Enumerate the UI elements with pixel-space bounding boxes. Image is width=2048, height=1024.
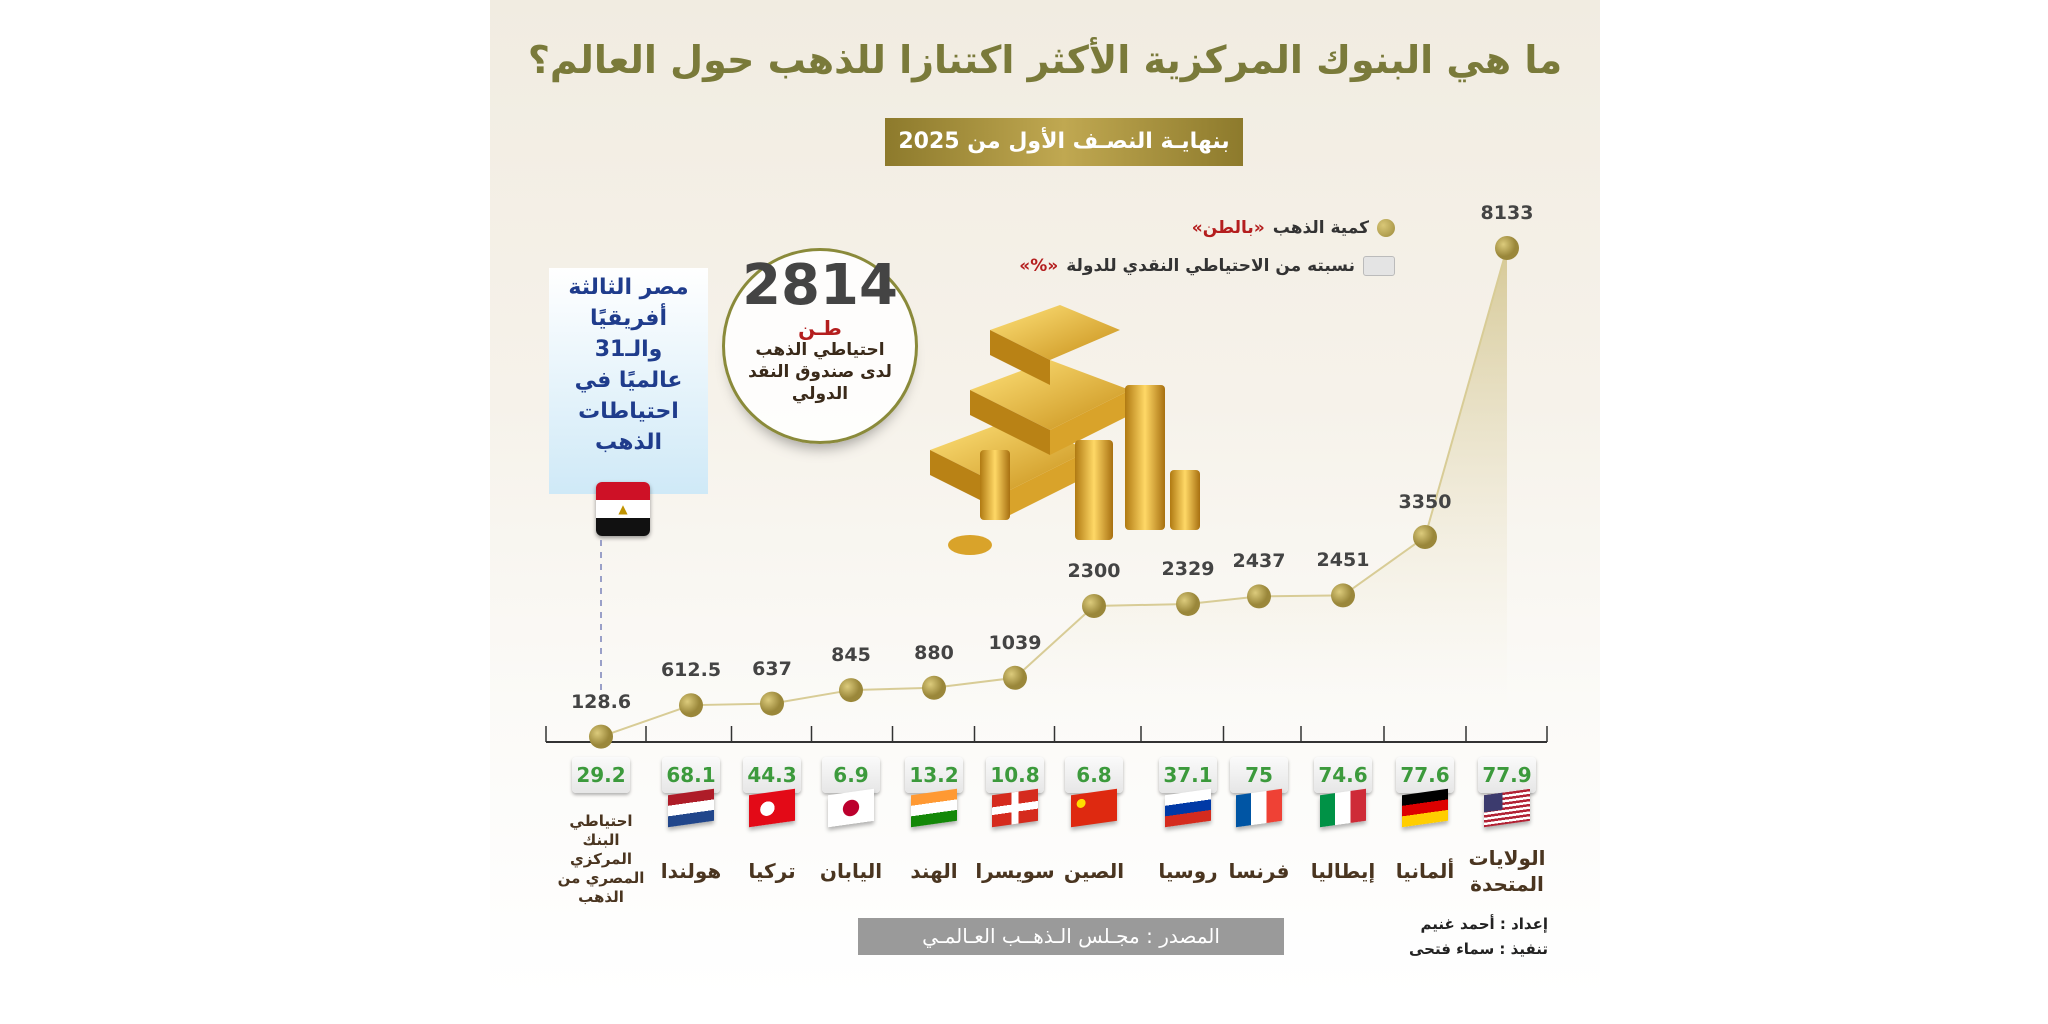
data-point [1082, 594, 1106, 618]
data-point [839, 678, 863, 703]
infographic: ما هي البنوك المركزية الأكثر اكتنازا للذ… [490, 0, 1600, 1000]
credit-prepared: إعداد : أحمد غنيم [1420, 915, 1549, 933]
legend-pct: نسبته من الاحتياطي النقدي للدولة «%» [1019, 256, 1395, 276]
legend-gold: كمية الذهب «بالطن» [1192, 218, 1395, 238]
data-point [1495, 236, 1519, 260]
pct-box-icon [1363, 256, 1395, 276]
egypt-flag-icon: ▲ [596, 482, 650, 536]
legend-gold-label: كمية الذهب [1272, 218, 1369, 238]
data-point [679, 693, 703, 718]
legend-pct-unit: «%» [1019, 256, 1059, 276]
area-fill [601, 248, 1507, 742]
egypt-line: عالميًا في [574, 368, 683, 393]
legend-pct-label: نسبته من الاحتياطي النقدي للدولة [1066, 256, 1355, 276]
gold-reserves-chart [545, 236, 1548, 749]
imf-desc-3: الدولي [791, 384, 849, 404]
data-point [922, 675, 946, 700]
subtitle-banner: بنهايـة النصـف الأول من 2025 [885, 118, 1243, 166]
data-point [760, 691, 784, 716]
page-title: ما هي البنوك المركزية الأكثر اكتنازا للذ… [527, 38, 1563, 82]
imf-unit: طـن [798, 316, 842, 340]
egypt-line: احتياطات [578, 399, 679, 424]
egypt-callout: مصر الثالثة أفريقيًا والـ31 عالميًا في ا… [549, 268, 708, 494]
credit-executed: تنفيذ : سماء فتحى [1408, 940, 1548, 958]
egypt-line: الذهب [594, 430, 663, 455]
source-banner: المصدر : مجـلس الـذهــب العـالمـي [858, 918, 1284, 955]
imf-desc-2: لدى صندوق النقد [748, 362, 892, 382]
data-point [589, 724, 613, 749]
egypt-line: والـ31 [594, 337, 663, 362]
gold-dot-icon [1377, 219, 1395, 237]
data-point [1003, 665, 1027, 690]
data-point [1247, 584, 1271, 609]
imf-callout: 2814 طـن احتياطي الذهب لدى صندوق النقد ا… [722, 248, 918, 444]
gold-bars-illustration [930, 305, 1200, 555]
data-point [1413, 525, 1437, 549]
imf-desc-1: احتياطي الذهب [755, 340, 885, 360]
data-point [1331, 583, 1355, 608]
egypt-line: أفريقيًا [590, 306, 667, 331]
series-line [600, 247, 1508, 738]
data-point [1176, 591, 1200, 616]
legend-gold-unit: «بالطن» [1191, 218, 1265, 238]
egypt-line: مصر الثالثة [568, 275, 689, 300]
imf-value: 2814 [742, 253, 898, 318]
